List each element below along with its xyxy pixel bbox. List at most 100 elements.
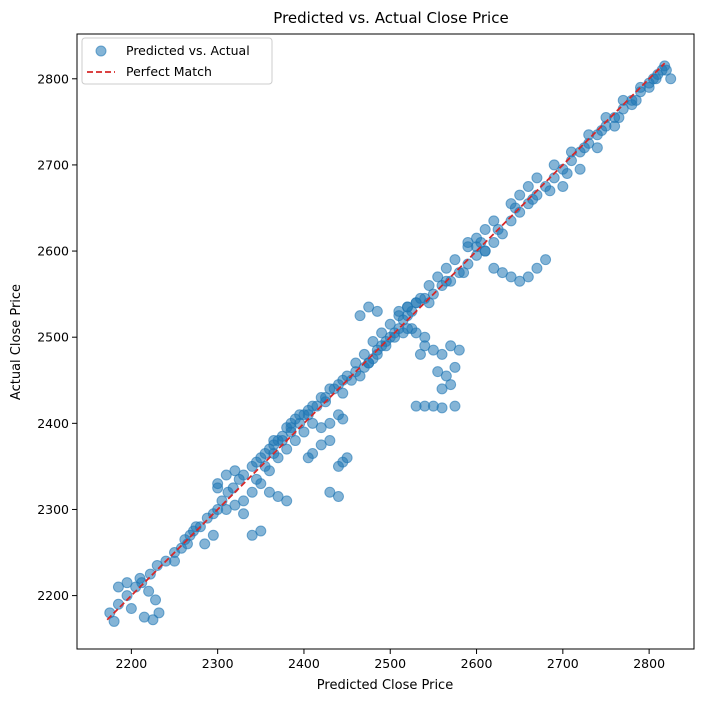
scatter-point <box>613 112 625 124</box>
scatter-point <box>289 435 301 447</box>
x-axis-ticks: 2200 2300 2400 2500 2600 2700 2800 <box>115 649 665 671</box>
y-axis-ticks: 2200 2300 2400 2500 2600 2700 2800 <box>37 71 77 603</box>
scatter-point <box>449 400 461 412</box>
scatter-point <box>324 417 336 429</box>
scatter-point <box>220 469 232 481</box>
scatter-point <box>436 348 448 360</box>
scatter-point <box>121 577 133 589</box>
scatter-point <box>263 486 275 498</box>
scatter-point <box>272 491 284 503</box>
scatter-point <box>557 180 569 192</box>
scatter-point <box>544 185 556 197</box>
scatter-point <box>315 422 327 434</box>
scatter-point <box>153 607 165 619</box>
scatter-point <box>302 404 314 416</box>
scatter-point <box>294 409 306 421</box>
scatter-point <box>514 275 526 287</box>
scatter-point <box>134 572 146 584</box>
scatter-point <box>250 456 262 468</box>
scatter-point <box>363 301 375 313</box>
scatter-point <box>458 267 470 279</box>
scatter-point <box>238 508 250 520</box>
y-tick-label: 2600 <box>37 244 69 259</box>
scatter-point <box>440 370 452 382</box>
plot-frame <box>76 33 695 650</box>
scatter-point <box>268 435 280 447</box>
scatter-point <box>233 473 245 485</box>
scatter-point <box>410 297 422 309</box>
scatter-point <box>315 439 327 451</box>
scatter-points <box>104 60 677 627</box>
scatter-point <box>324 486 336 498</box>
y-tick-label: 2800 <box>37 71 69 86</box>
scatter-point <box>643 81 655 93</box>
y-tick-label: 2400 <box>37 416 69 431</box>
scatter-point <box>246 529 258 541</box>
scatter-point <box>419 331 431 343</box>
scatter-point <box>488 215 500 227</box>
scatter-point <box>462 236 474 248</box>
x-tick-label: 2600 <box>461 656 493 671</box>
perfect-match-line <box>106 62 666 621</box>
legend: Predicted vs. Actual Perfect Match <box>81 37 273 85</box>
scatter-point <box>423 280 435 292</box>
y-tick-label: 2300 <box>37 502 69 517</box>
x-tick-label: 2200 <box>115 656 147 671</box>
scatter-point <box>531 172 543 184</box>
scatter-point <box>436 383 448 395</box>
scatter-point <box>238 495 250 507</box>
x-tick-label: 2800 <box>633 656 665 671</box>
scatter-point <box>324 435 336 447</box>
scatter-point <box>371 305 383 317</box>
scatter-point <box>496 267 508 279</box>
scatter-point <box>609 120 621 132</box>
y-axis-label: Actual Close Price <box>9 284 24 400</box>
scatter-point <box>665 73 677 85</box>
scatter-point <box>479 245 491 257</box>
scatter-point <box>358 348 370 360</box>
scatter-point <box>281 495 293 507</box>
scatter-point <box>207 529 219 541</box>
scatter-point <box>307 417 319 429</box>
scatter-point <box>384 318 396 330</box>
scatter-point <box>427 344 439 356</box>
scatter-point <box>354 370 366 382</box>
scatter-point <box>147 614 159 626</box>
scatter-point <box>376 327 388 339</box>
scatter-point <box>488 262 500 274</box>
scatter-point <box>307 447 319 459</box>
x-tick-label: 2300 <box>202 656 234 671</box>
scatter-point <box>548 159 560 171</box>
scatter-point <box>367 336 379 347</box>
y-tick-label: 2200 <box>37 588 69 603</box>
scatter-point <box>440 262 452 274</box>
scatter-point <box>144 568 156 580</box>
scatter-point <box>332 491 344 503</box>
scatter-point <box>246 486 258 498</box>
y-tick-label: 2500 <box>37 330 69 345</box>
scatter-point <box>436 402 448 414</box>
scatter-point <box>397 327 409 339</box>
x-tick-label: 2400 <box>288 656 320 671</box>
scatter-point <box>112 581 124 593</box>
y-tick-label: 2700 <box>37 157 69 172</box>
scatter-point <box>125 603 137 615</box>
scatter-point <box>220 503 232 515</box>
legend-marker-scatter <box>95 45 107 57</box>
scatter-point <box>449 361 461 373</box>
scatter-point <box>337 387 349 399</box>
scatter-point <box>393 305 405 317</box>
scatter-point <box>514 189 526 201</box>
scatter-point <box>108 615 120 627</box>
scatter-point <box>212 482 224 494</box>
scatter-point <box>255 525 267 537</box>
scatter-point <box>341 452 353 464</box>
scatter-point <box>229 499 241 511</box>
scatter-point <box>281 443 293 455</box>
scatter-point <box>285 422 297 434</box>
scatter-point <box>488 236 500 248</box>
scatter-point <box>402 301 414 313</box>
scatter-point <box>143 585 155 597</box>
legend-box <box>81 37 273 85</box>
